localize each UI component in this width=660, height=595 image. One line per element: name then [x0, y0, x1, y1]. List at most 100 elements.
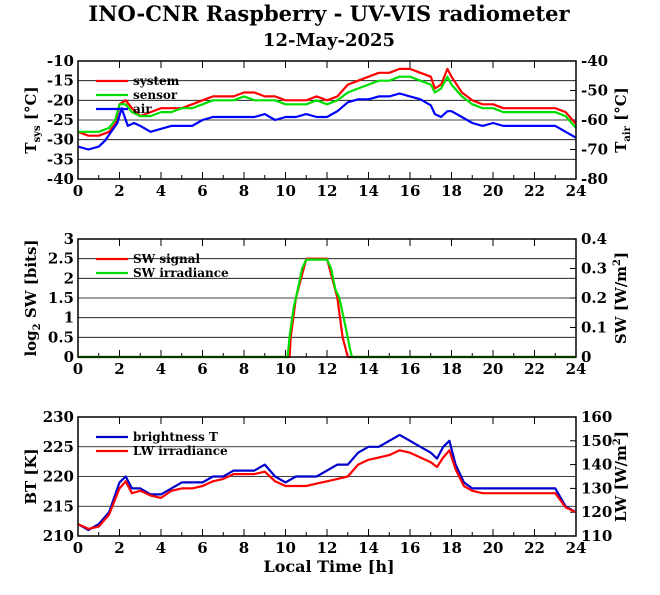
plot-frame — [77, 416, 577, 537]
legend-label: LW irradiance — [133, 444, 228, 458]
x-tick-label: 14 — [358, 182, 379, 200]
plot-frame — [77, 60, 577, 180]
x-tick-label: 14 — [358, 360, 379, 378]
x-tick-label: 8 — [239, 360, 249, 378]
y-tick-label-right: -70 — [581, 141, 608, 159]
chart-panel-1: -40-35-30-25-20-15-10-80-70-60-50-400 2 4 6… — [22, 52, 633, 200]
y-tick-label-right: -50 — [581, 82, 608, 100]
y-tick-label-left: 220 — [43, 468, 74, 486]
y-tick-label-left: 225 — [43, 438, 74, 456]
y-tick-label-left: 0 — [64, 348, 74, 366]
y-tick-label-right: 120 — [581, 503, 612, 521]
x-tick-label: 4 — [156, 360, 166, 378]
x-tick-label: 8 — [239, 182, 249, 200]
series-line-LW-irradiance — [77, 449, 577, 531]
y-tick-label-left: -35 — [47, 150, 74, 168]
x-tick-label: 18 — [441, 182, 462, 200]
x-tick-label: 10 — [275, 539, 296, 557]
y-tick-label-left: -30 — [47, 131, 74, 149]
x-axis-label: Local Time [h] — [263, 557, 394, 576]
legend-label: SW irradiance — [133, 266, 229, 280]
y-axis-label-left: log2 SW [bits] — [22, 239, 43, 356]
y-tick-label-left: 2 — [64, 269, 74, 287]
y-axis-label-right: Tair [°C] — [612, 87, 633, 153]
y-axis-label-left: BT [K] — [22, 448, 40, 504]
x-tick-label: 2 — [114, 539, 124, 557]
y-tick-label-left: 3 — [64, 230, 74, 248]
y-tick-label-right: 160 — [581, 408, 612, 426]
legend-label: system — [133, 74, 180, 88]
y-tick-label-right: -80 — [581, 170, 608, 188]
y-tick-label-left: -40 — [47, 170, 74, 188]
x-tick-label: 12 — [317, 360, 338, 378]
x-tick-label: 4 — [156, 182, 166, 200]
figure-date: 12-May-2025 — [263, 30, 395, 51]
y-tick-label-left: 1 — [64, 309, 74, 327]
x-tick-label: 6 — [197, 360, 207, 378]
figure-title: INO-CNR Raspberry - UV-VIS radiometer — [88, 1, 570, 26]
series-line-sensor — [78, 75, 577, 133]
y-tick-label-left: 210 — [43, 527, 74, 545]
y-axis-label-right: SW [W/m2] — [612, 252, 630, 344]
y-tick-label-left: 215 — [43, 497, 74, 515]
panels: -40-35-30-25-20-15-10-80-70-60-50-400 2 4 6… — [22, 52, 633, 557]
legend-label: SW signal — [133, 252, 201, 266]
x-tick-label: 16 — [400, 182, 421, 200]
y-tick-label-left: 230 — [43, 408, 74, 426]
x-tick-label: 20 — [483, 182, 504, 200]
x-tick-label: 24 — [566, 360, 587, 378]
y-tick-label-right: 150 — [581, 432, 612, 450]
y-tick-label-left: -15 — [47, 72, 74, 90]
x-tick-label: 22 — [524, 539, 545, 557]
x-tick-label: 14 — [358, 539, 379, 557]
y-tick-label-right: 0.3 — [581, 260, 607, 278]
y-tick-label-left: -20 — [47, 91, 74, 109]
x-tick-label: 16 — [400, 539, 421, 557]
x-tick-label: 18 — [441, 360, 462, 378]
y-tick-label-right: 0 — [581, 348, 591, 366]
x-tick-label: 12 — [317, 182, 338, 200]
x-tick-label: 24 — [566, 539, 587, 557]
x-tick-label: 0 — [73, 360, 83, 378]
x-tick-label: 20 — [483, 360, 504, 378]
x-tick-label: 22 — [524, 360, 545, 378]
y-tick-label-right: 0.2 — [581, 289, 607, 307]
y-tick-label-right: 130 — [581, 479, 612, 497]
x-tick-label: 4 — [156, 539, 166, 557]
x-tick-label: 6 — [197, 539, 207, 557]
y-tick-label-right: 140 — [581, 456, 612, 474]
y-tick-label-left: -10 — [47, 52, 74, 70]
y-tick-label-left: -25 — [47, 111, 74, 129]
x-tick-label: 24 — [566, 182, 587, 200]
x-tick-label: 22 — [524, 182, 545, 200]
x-tick-label: 12 — [317, 539, 338, 557]
y-tick-label-left: 2.5 — [48, 250, 74, 268]
x-tick-label: 16 — [400, 360, 421, 378]
legend-label: sensor — [133, 88, 178, 102]
y-tick-label-left: 1.5 — [48, 289, 74, 307]
y-tick-label-right: -60 — [581, 111, 608, 129]
y-tick-label-right: -40 — [581, 52, 608, 70]
x-tick-label: 10 — [275, 182, 296, 200]
series-line-brightness-T — [77, 433, 577, 532]
y-tick-label-left: 0.5 — [48, 328, 74, 346]
legend-label: air — [133, 102, 152, 116]
x-tick-label: 2 — [114, 182, 124, 200]
x-tick-label: 20 — [483, 539, 504, 557]
x-tick-label: 6 — [197, 182, 207, 200]
series-line-SW-irradiance — [78, 258, 576, 359]
series-line-system — [77, 67, 577, 137]
x-tick-label: 18 — [441, 539, 462, 557]
y-axis-label-left: Tsys [°C] — [22, 86, 43, 153]
x-tick-label: 0 — [73, 539, 83, 557]
series-line-air — [77, 92, 577, 151]
y-axis-label-right: LW [W/m2] — [612, 431, 630, 522]
x-tick-label: 10 — [275, 360, 296, 378]
y-tick-label-right: 0.1 — [581, 319, 607, 337]
legend-label: brightness T — [133, 430, 218, 444]
x-tick-label: 0 — [73, 182, 83, 200]
x-tick-label: 8 — [239, 539, 249, 557]
